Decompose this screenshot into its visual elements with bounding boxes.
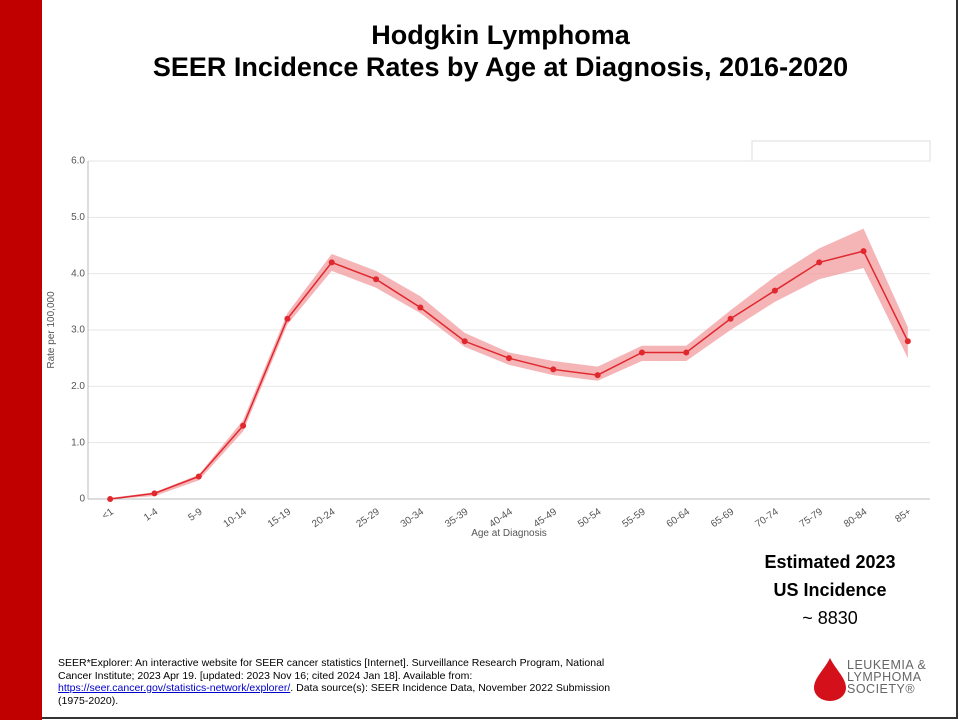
y-tick-label: 1.0 [71,437,85,448]
title: Hodgkin Lymphoma [371,20,630,50]
subtitle: SEER Incidence Rates by Age at Diagnosis… [152,52,849,82]
x-tick-label: 55-59 [620,506,648,530]
legend-box [751,140,931,162]
x-tick-label: 60-64 [665,506,693,530]
citation-link[interactable]: https://seer.cancer.gov/statistics-netwo… [58,682,291,694]
side-bar [0,0,42,720]
point [860,248,867,255]
x-tick-label: 35-39 [443,506,471,530]
x-tick-label: 85+ [893,506,913,525]
x-tick-label: 50-54 [576,506,604,530]
x-tick-label: 1-4 [142,506,161,524]
point [638,349,645,356]
x-tick-label: 25-29 [355,506,383,530]
slide-border [42,0,958,719]
point [683,349,690,356]
logo-drop [814,658,846,701]
point [727,315,734,322]
y-tick-label: 0 [79,494,85,505]
y-axis-title: Rate per 100,000 [46,291,57,369]
x-axis-title: Age at Diagnosis [471,528,547,539]
x-tick-label: 5-9 [186,506,205,524]
point [107,496,114,502]
y-tick-label: 6.0 [71,156,85,167]
x-tick-label: 65-69 [709,506,737,530]
y-tick-label: 2.0 [71,381,85,392]
x-tick-label: 20-24 [310,506,338,530]
y-tick-label: 3.0 [71,325,85,336]
point [506,355,512,362]
point [461,338,468,345]
point [373,276,380,283]
x-tick-label: 45-49 [532,506,560,530]
confidence-band [110,228,908,499]
point [328,259,335,266]
point [550,366,557,373]
logo-text: LYMPHOMA [847,670,922,684]
point [240,422,247,429]
citation: SEER*Explorer: An interactive website fo… [58,657,618,707]
estimate-label: US Incidence [773,580,887,600]
estimate-value: ~ 8830 [802,608,858,628]
y-tick-label: 4.0 [71,268,85,279]
logo-text: LEUKEMIA & [847,658,927,672]
x-tick-label: 80-84 [842,506,870,530]
chart: 0 1.0 2.0 3.0 4.0 5.0 6.0 Rate per 100,000 Age a… [46,140,931,539]
x-tick-label: 75-79 [798,506,826,530]
estimate-label: Estimated 2023 [764,552,896,572]
x-tick-label: <1 [100,506,116,522]
point [151,490,158,497]
point [284,315,291,322]
x-tick-label: 10-14 [222,506,250,530]
point [417,304,424,311]
x-tick-label: 15-19 [266,506,294,530]
point [904,338,911,345]
point [594,372,601,379]
citation-text: . Data source(s): SEER Incidence Data, N… [58,682,611,707]
logo-text: SOCIETY® [847,682,916,696]
x-tick-label: 70-74 [753,506,781,530]
point [195,473,202,480]
point [816,259,823,266]
y-tick-label: 5.0 [71,212,85,223]
point [771,287,778,294]
x-tick-label: 30-34 [399,506,427,530]
x-tick-label: 40-44 [487,506,515,530]
citation-text: SEER*Explorer: An interactive website fo… [58,657,605,682]
